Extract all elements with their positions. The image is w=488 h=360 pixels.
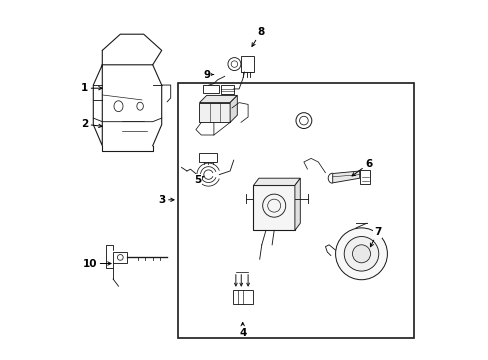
Bar bbox=[241, 56, 253, 72]
Circle shape bbox=[335, 228, 386, 280]
Bar bbox=[253, 185, 294, 230]
Text: 2: 2 bbox=[81, 119, 102, 129]
Text: 10: 10 bbox=[82, 258, 111, 269]
Circle shape bbox=[262, 194, 285, 217]
Text: 8: 8 bbox=[251, 27, 264, 46]
Text: 3: 3 bbox=[158, 195, 174, 205]
Bar bbox=[199, 103, 230, 122]
Bar bbox=[232, 290, 252, 304]
Bar bbox=[199, 153, 217, 162]
Bar bbox=[178, 83, 413, 338]
Polygon shape bbox=[332, 171, 359, 183]
Text: 7: 7 bbox=[370, 227, 381, 247]
Text: 1: 1 bbox=[81, 83, 102, 93]
Circle shape bbox=[352, 245, 370, 263]
Text: 6: 6 bbox=[351, 159, 371, 176]
Text: 5: 5 bbox=[194, 175, 204, 185]
Polygon shape bbox=[199, 95, 237, 103]
Text: 4: 4 bbox=[239, 323, 246, 338]
Text: 9: 9 bbox=[203, 69, 213, 80]
Circle shape bbox=[344, 237, 378, 271]
Polygon shape bbox=[230, 95, 237, 122]
Polygon shape bbox=[294, 178, 300, 230]
Polygon shape bbox=[253, 178, 300, 185]
Bar bbox=[203, 85, 219, 93]
Bar bbox=[359, 170, 370, 184]
Bar bbox=[221, 85, 233, 94]
Bar bbox=[113, 252, 127, 263]
